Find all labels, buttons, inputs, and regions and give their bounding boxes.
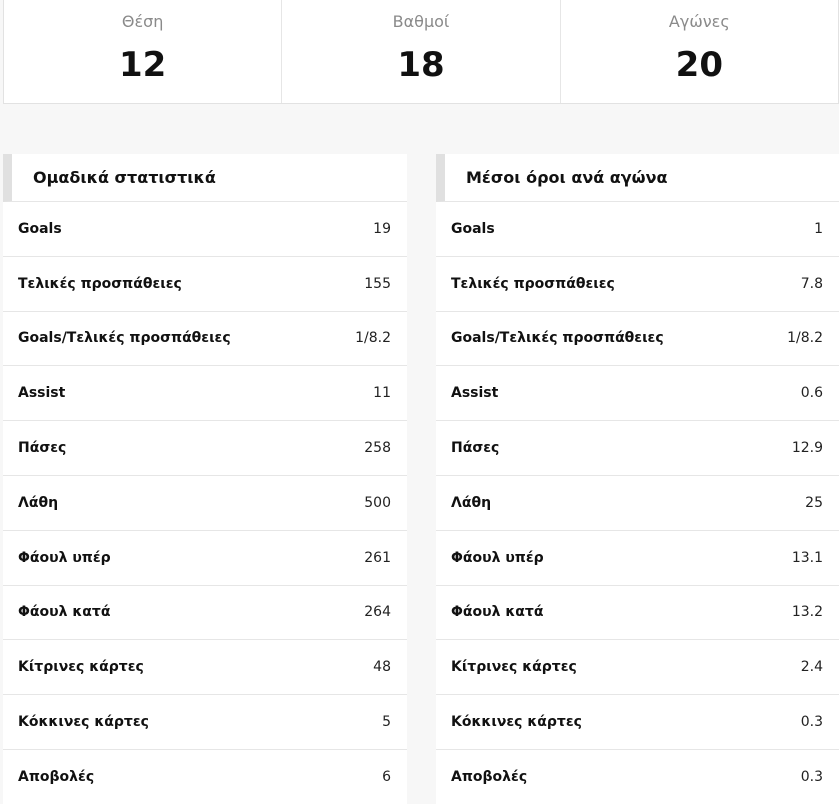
summary-value: 18 [397,45,445,85]
stat-row: Goals/Τελικές προσπάθειες 1/8.2 [436,312,839,367]
stat-row: Αποβολές 6 [3,750,407,804]
stat-value: 1/8.2 [787,330,823,347]
summary-bar: Θέση 12 Βαθμοί 18 Αγώνες 20 [3,0,839,104]
stat-value: 0.6 [800,385,823,402]
stat-row: Φάουλ κατά 264 [3,586,407,641]
stat-label: Κίτρινες κάρτες [451,659,577,676]
stat-label: Αποβολές [18,769,95,786]
stat-label: Φάουλ κατά [18,604,111,621]
stat-row: Τελικές προσπάθειες 155 [3,257,407,312]
stat-label: Assist [451,385,499,402]
stat-value: 155 [364,275,391,292]
stat-row: Assist 11 [3,366,407,422]
stat-value: 48 [373,659,391,676]
stat-row: Κόκκινες κάρτες 5 [3,695,407,750]
stat-value: 13.1 [791,549,823,566]
stat-value: 0.3 [800,714,823,731]
stat-value: 12.9 [791,440,823,457]
stat-label: Πάσες [451,440,500,457]
summary-matches: Αγώνες 20 [561,0,838,103]
summary-label: Βαθμοί [392,12,450,31]
stat-row: Φάουλ υπέρ 261 [3,531,407,586]
stat-row: Goals 19 [3,202,407,257]
stat-value: 264 [364,604,391,621]
stat-value: 258 [364,440,391,457]
stat-label: Λάθη [451,494,492,511]
stat-label: Αποβολές [451,769,528,786]
stat-label: Κίτρινες κάρτες [18,659,144,676]
panel-title: Μέσοι όροι ανά αγώνα [436,154,839,202]
stat-value: 11 [373,385,391,402]
stat-row: Κίτρινες κάρτες 48 [3,640,407,696]
summary-label: Θέση [121,12,164,31]
stat-row: Αποβολές 0.3 [436,750,839,804]
stat-label: Λάθη [18,494,59,511]
stat-value: 6 [382,769,391,786]
stat-label: Goals/Τελικές προσπάθειες [451,330,664,347]
stat-row: Κίτρινες κάρτες 2.4 [436,640,839,696]
summary-value: 12 [119,45,167,85]
stats-list: Goals 1 Τελικές προσπάθειες 7.8 Goals/Τελικέ… [436,202,839,804]
stat-row: Goals 1 [436,202,839,257]
stat-row: Λάθη 25 [436,476,839,531]
stat-label: Τελικές προσπάθειες [451,275,615,292]
panel-title: Ομαδικά στατιστικά [3,154,407,202]
summary-position: Θέση 12 [4,0,283,103]
stat-value: 19 [373,220,391,237]
summary-points: Βαθμοί 18 [282,0,561,103]
stat-row: Goals/Τελικές προσπάθειες 1/8.2 [3,312,407,367]
stat-value: 7.8 [800,275,823,292]
stat-label: Goals [18,220,62,237]
stat-value: 261 [364,549,391,566]
stat-row: Φάουλ κατά 13.2 [436,586,839,641]
stat-label: Goals [451,220,495,237]
stat-value: 25 [805,494,823,511]
stat-label: Φάουλ κατά [451,604,544,621]
stat-row: Λάθη 500 [3,476,407,531]
stat-label: Assist [18,385,66,402]
stat-value: 1/8.2 [355,330,391,347]
stat-label: Goals/Τελικές προσπάθειες [18,330,231,347]
stat-label: Πάσες [18,440,67,457]
stat-row: Τελικές προσπάθειες 7.8 [436,257,839,312]
stat-row: Assist 0.6 [436,366,839,422]
stat-label: Τελικές προσπάθειες [18,275,182,292]
stat-value: 5 [382,714,391,731]
team-stats-panel: Ομαδικά στατιστικά Goals 19 Τελικές προσπά… [3,154,407,804]
stat-value: 1 [814,220,823,237]
stat-row: Πάσες 12.9 [436,421,839,476]
stat-value: 0.3 [800,769,823,786]
stat-label: Κόκκινες κάρτες [451,714,582,731]
stat-value: 2.4 [800,659,823,676]
summary-value: 20 [675,45,723,85]
stat-row: Φάουλ υπέρ 13.1 [436,531,839,586]
stat-value: 13.2 [791,604,823,621]
stat-label: Φάουλ υπέρ [18,549,111,566]
stat-value: 500 [364,494,391,511]
stat-row: Πάσες 258 [3,421,407,476]
averages-panel: Μέσοι όροι ανά αγώνα Goals 1 Τελικές προσπ… [436,154,839,804]
stat-label: Φάουλ υπέρ [451,549,544,566]
stat-label: Κόκκινες κάρτες [18,714,149,731]
summary-label: Αγώνες [668,12,730,31]
stats-list: Goals 19 Τελικές προσπάθειες 155 Goals/Τελικ… [3,202,407,804]
stat-row: Κόκκινες κάρτες 0.3 [436,695,839,750]
